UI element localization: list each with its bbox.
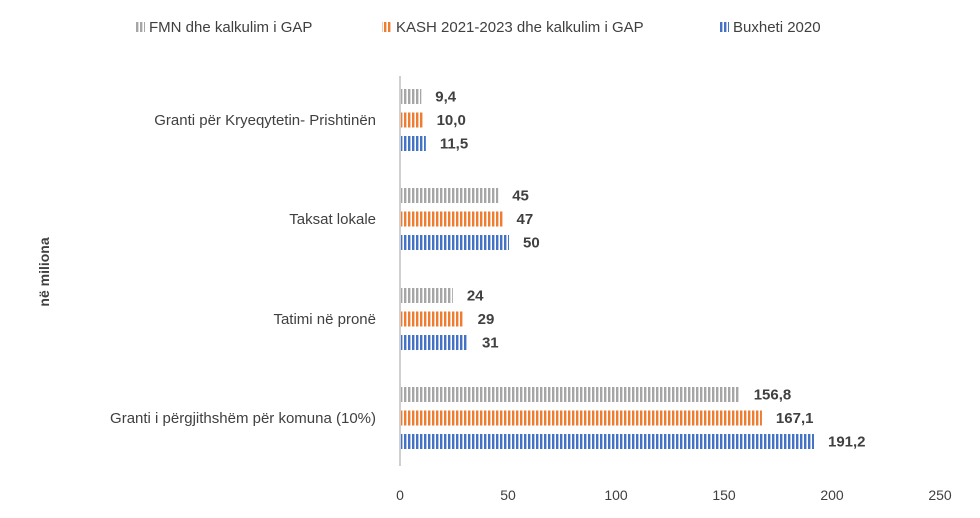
chart-legend: FMN dhe kalkulim i GAP KASH 2021-2023 dhe… — [135, 19, 821, 36]
data-label: 156,8 — [754, 387, 792, 404]
category-labels: Granti për Kryeqytetin- Prishtinën Taksat… — [110, 112, 376, 427]
bar — [401, 136, 426, 151]
bars — [401, 89, 814, 449]
x-tick-label: 150 — [712, 487, 736, 503]
bar — [401, 311, 464, 327]
legend-label: FMN dhe kalkulim i GAP — [149, 19, 312, 36]
data-label: 45 — [512, 188, 529, 205]
data-label: 9,4 — [435, 89, 457, 106]
bar — [401, 434, 814, 449]
data-label: 167,1 — [776, 410, 814, 427]
data-labels: 9,4 10,0 11,5 45 47 50 24 29 31 156,8 167,1 191,2 — [435, 89, 865, 451]
legend-swatch — [719, 22, 729, 32]
bar — [401, 410, 762, 426]
data-label: 47 — [517, 211, 534, 228]
bar — [401, 288, 453, 303]
x-tick-label: 250 — [928, 487, 952, 503]
y-axis-title: në miliona — [36, 237, 52, 306]
bar — [401, 188, 499, 203]
legend-label: KASH 2021-2023 dhe kalkulim i GAP — [396, 19, 644, 36]
category-label: Granti i përgjithshëm për komuna (10%) — [110, 410, 376, 427]
bar — [401, 335, 468, 350]
x-tick-label: 200 — [820, 487, 844, 503]
bar — [401, 387, 740, 402]
bar — [401, 112, 423, 128]
legend-swatch — [135, 22, 145, 32]
x-tick-label: 0 — [396, 487, 404, 503]
legend-swatch — [382, 22, 392, 32]
data-label: 50 — [523, 235, 540, 252]
category-label: Granti për Kryeqytetin- Prishtinën — [154, 112, 376, 129]
data-label: 31 — [482, 335, 499, 352]
bar — [401, 235, 509, 250]
legend-label: Buxheti 2020 — [733, 19, 821, 36]
data-label: 10,0 — [437, 112, 466, 129]
data-label: 191,2 — [828, 434, 866, 451]
category-label: Tatimi në pronë — [273, 311, 376, 328]
data-label: 11,5 — [440, 136, 468, 153]
data-label: 29 — [478, 311, 495, 328]
category-label: Taksat lokale — [289, 211, 376, 228]
bar — [401, 89, 422, 104]
x-tick-label: 50 — [500, 487, 516, 503]
x-tick-label: 100 — [604, 487, 628, 503]
data-label: 24 — [467, 288, 484, 305]
x-axis-ticks: 0 50 100 150 200 250 — [396, 487, 952, 503]
bar — [401, 211, 503, 227]
